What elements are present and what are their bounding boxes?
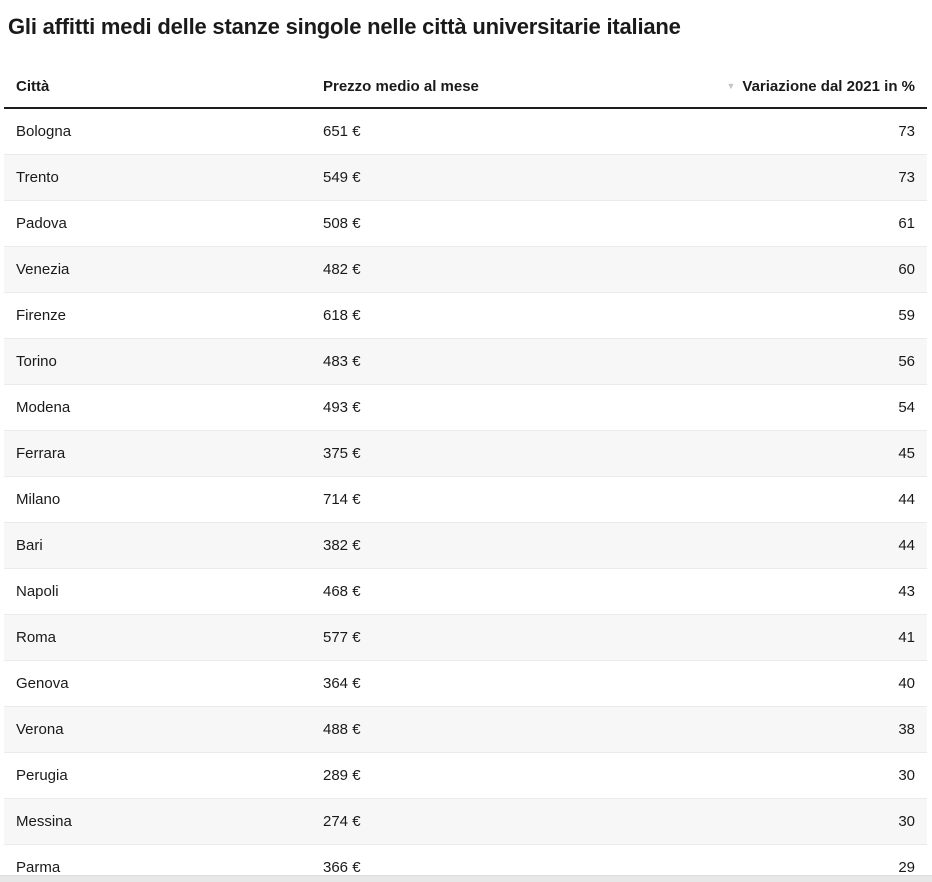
cell-change: 54: [696, 383, 927, 430]
table-row: Padova 508 €61: [4, 199, 927, 246]
cell-city: Trento: [4, 153, 311, 200]
cell-city: Messina: [4, 797, 311, 844]
cell-price: 577 €: [311, 613, 696, 660]
cell-city: Genova: [4, 659, 311, 706]
cell-change: 73: [696, 153, 927, 200]
cell-price: 549 €: [311, 153, 696, 200]
table-row: Napoli 468 €43: [4, 567, 927, 614]
cell-price: 382 €: [311, 521, 696, 568]
cell-price: 714 €: [311, 475, 696, 522]
table-row: Bari 382 €44: [4, 521, 927, 568]
cell-price: 375 €: [311, 429, 696, 476]
table-row: Milano 714 €44: [4, 475, 927, 522]
cell-change: 45: [696, 429, 927, 476]
cell-price: 274 €: [311, 797, 696, 844]
column-header-variazione[interactable]: ▼ Variazione dal 2021 in %: [696, 66, 927, 109]
horizontal-scrollbar-track[interactable]: [0, 875, 932, 882]
cell-change: 40: [696, 659, 927, 706]
cell-change: 38: [696, 705, 927, 752]
table-row: Perugia 289 €30: [4, 751, 927, 798]
cell-change: 59: [696, 291, 927, 338]
cell-city: Venezia: [4, 245, 311, 292]
cell-change: 41: [696, 613, 927, 660]
cell-price: 364 €: [311, 659, 696, 706]
cell-price: 488 €: [311, 705, 696, 752]
cell-city: Padova: [4, 199, 311, 246]
cell-change: 44: [696, 475, 927, 522]
table-row: Bologna 651 € 73: [4, 108, 927, 154]
column-header-prezzo[interactable]: Prezzo medio al mese: [311, 66, 696, 109]
table-row: Messina 274 €30: [4, 797, 927, 844]
cell-city: Firenze: [4, 291, 311, 338]
cell-city: Roma: [4, 613, 311, 660]
cell-city: Bologna: [16, 122, 72, 140]
table-row: Firenze 618 €59: [4, 291, 927, 338]
cell-price: 483 €: [311, 337, 696, 384]
table-row: Verona 488 €38: [4, 705, 927, 752]
table-row: Genova 364 €40: [4, 659, 927, 706]
table-row: Torino 483 €56: [4, 337, 927, 384]
table-row: Venezia 482 €60: [4, 245, 927, 292]
cell-change: 60: [696, 245, 927, 292]
cell-price: 289 €: [311, 751, 696, 798]
table-container: Città Prezzo medio al mese ▼ Variazione d…: [4, 66, 927, 882]
table-row: Roma 577 €41: [4, 613, 927, 660]
page-title: Gli affitti medi delle stanze singole ne…: [8, 14, 681, 39]
cell-city: Bari: [4, 521, 311, 568]
cell-city: Torino: [4, 337, 311, 384]
cell-change: 56: [696, 337, 927, 384]
cell-change: 30: [696, 751, 927, 798]
cell-price: 493 €: [311, 383, 696, 430]
cell-price: 508 €: [311, 199, 696, 246]
cell-price: 618 €: [311, 291, 696, 338]
table-row: Modena 493 €54: [4, 383, 927, 430]
cell-price: 468 €: [311, 567, 696, 614]
rent-table: Città Prezzo medio al mese ▼ Variazione d…: [4, 66, 927, 882]
table-body: Bologna 651 €73 Trento 549 €73 Padova 508 €61…: [4, 108, 927, 882]
cell-change: 44: [696, 521, 927, 568]
table-row: Trento 549 €73: [4, 153, 927, 200]
cell-price: 482 €: [311, 245, 696, 292]
cell-city: Perugia: [4, 751, 311, 798]
cell-city: Ferrara: [4, 429, 311, 476]
cell-city: Milano: [4, 475, 311, 522]
table-header: Città Prezzo medio al mese ▼ Variazione d…: [4, 66, 927, 109]
cell-change: 43: [696, 567, 927, 614]
table-row: Ferrara 375 €45: [4, 429, 927, 476]
cell-city: Napoli: [4, 567, 311, 614]
column-header-citta[interactable]: Città: [4, 66, 311, 109]
column-header-variazione-label: Variazione dal 2021 in %: [742, 78, 915, 95]
sort-descending-icon: ▼: [726, 81, 736, 91]
cell-city: Verona: [4, 705, 311, 752]
cell-price: 651 €: [323, 122, 361, 140]
cell-city: Modena: [4, 383, 311, 430]
cell-change: 61: [696, 199, 927, 246]
cell-change: 30: [696, 797, 927, 844]
cell-change: 73: [898, 122, 915, 140]
